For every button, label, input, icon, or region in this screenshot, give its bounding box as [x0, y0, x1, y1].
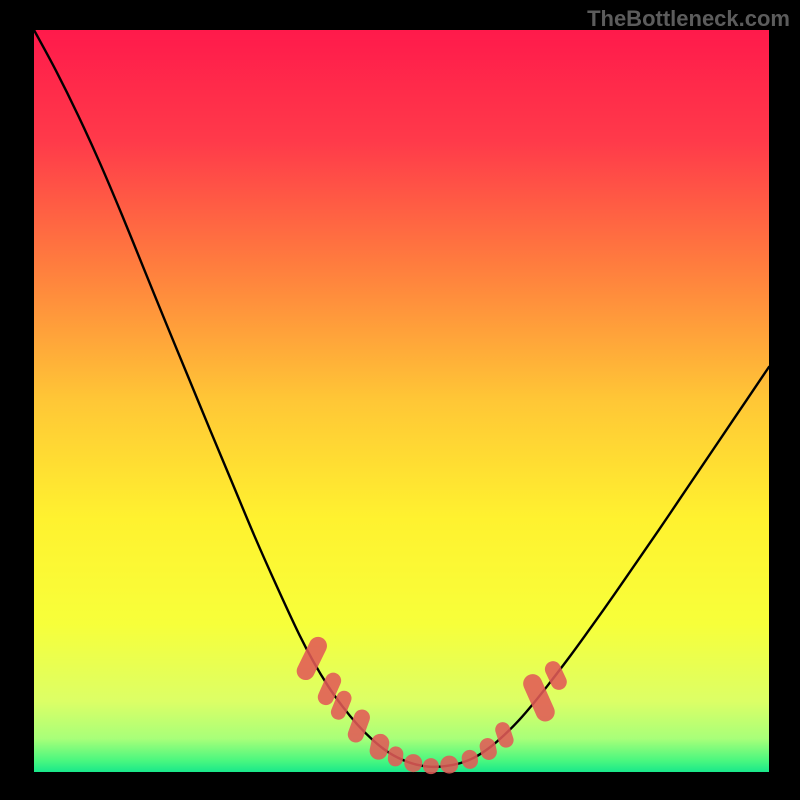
data-marker: [423, 758, 439, 774]
watermark: TheBottleneck.com: [587, 6, 790, 32]
data-marker: [440, 756, 458, 774]
plot-area: [34, 30, 769, 772]
data-marker: [404, 754, 422, 772]
